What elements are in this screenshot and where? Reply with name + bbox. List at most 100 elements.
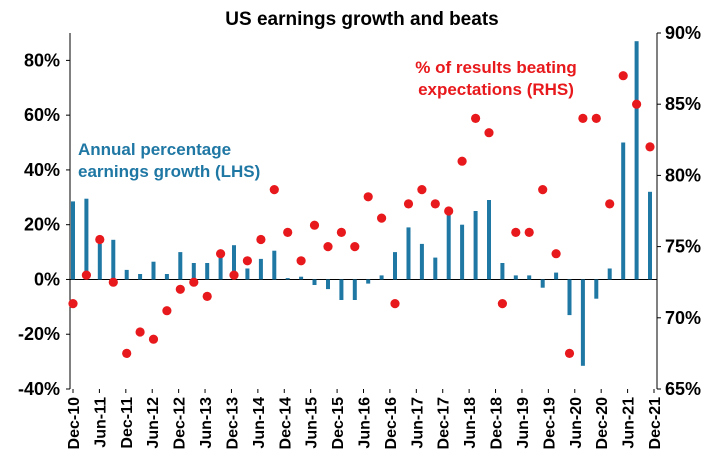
x-tick-label: Dec-16 — [383, 397, 400, 450]
annotation-line: earnings growth (LHS) — [78, 162, 260, 181]
left-tick-label: 0% — [34, 269, 60, 289]
beat-dot — [471, 113, 481, 123]
x-tick-label: Jun-14 — [251, 397, 268, 449]
beat-dot — [578, 113, 588, 123]
x-tick-label: Dec-11 — [119, 397, 136, 449]
beat-dot — [524, 227, 534, 237]
beat-dots — [68, 71, 655, 358]
beat-dot — [497, 299, 507, 309]
x-tick-label: Jun-18 — [462, 397, 479, 449]
growth-bar — [554, 272, 559, 280]
beat-dot — [591, 113, 601, 123]
chart-title: US earnings growth and beats — [225, 9, 498, 30]
left-tick-label: 60% — [24, 105, 60, 125]
beat-dot — [242, 256, 252, 266]
beat-dot — [336, 227, 346, 237]
beat-dot — [108, 277, 118, 287]
growth-bar — [594, 279, 599, 299]
growth-bar — [419, 243, 424, 280]
growth-bar — [500, 263, 505, 280]
left-tick-label: -20% — [18, 324, 60, 344]
right-tick-label: 85% — [665, 94, 701, 114]
growth-bar — [164, 274, 169, 280]
beat-dot — [618, 71, 628, 81]
beat-dot — [484, 128, 494, 138]
growth-bar — [205, 263, 210, 280]
x-tick-label: Jun-16 — [357, 397, 374, 449]
right-tick-label: 70% — [665, 308, 701, 328]
growth-bar — [312, 279, 317, 285]
x-tick-label: Dec-20 — [594, 397, 611, 450]
growth-bar — [84, 198, 89, 280]
beat-dot — [296, 256, 306, 266]
right-tick-label: 75% — [665, 237, 701, 257]
beat-dot — [148, 334, 159, 344]
x-tick-label: Jun-19 — [515, 397, 532, 449]
beat-dot — [538, 185, 548, 195]
growth-bar — [460, 224, 465, 280]
beat-dot — [216, 249, 226, 259]
x-tick-label: Dec-21 — [647, 397, 664, 450]
growth-bar — [433, 257, 438, 280]
beat-dot — [122, 348, 132, 358]
beat-dot — [363, 192, 373, 202]
growth-bar — [580, 279, 585, 366]
growth-bar — [191, 263, 196, 280]
beat-dot — [81, 270, 91, 280]
beat-dot — [269, 185, 279, 195]
growth-bar — [97, 243, 102, 280]
x-tick-label: Dec-19 — [541, 397, 558, 450]
beat-dot — [202, 291, 212, 301]
right-tick-label: 90% — [665, 23, 701, 43]
growth-bar — [285, 278, 290, 280]
left-tick-label: 20% — [24, 215, 60, 235]
beat-dot — [605, 199, 615, 209]
beat-dot — [229, 270, 239, 280]
left-tick-label: 80% — [24, 50, 60, 70]
growth-bar — [621, 142, 626, 280]
beat-dot — [68, 299, 78, 309]
beat-dot — [189, 277, 199, 287]
beat-dot — [256, 234, 266, 245]
beat-dot — [564, 348, 575, 358]
beat-dot — [377, 213, 387, 223]
beat-dot — [417, 185, 427, 195]
x-tick-label: Dec-13 — [225, 397, 242, 450]
annotation-beats: % of results beating expectations (RHS) — [415, 58, 577, 99]
beat-dot — [511, 227, 521, 237]
x-tick-label: Dec-10 — [66, 397, 83, 450]
left-axis-ticks: -40% -20% 0% 20% 40% 60% 80% — [18, 50, 70, 399]
beat-dot — [95, 234, 105, 245]
growth-bar — [487, 200, 491, 280]
beat-dot — [444, 206, 454, 216]
beat-dot — [430, 199, 440, 209]
right-axis-ticks: 65% 70% 75% 80% 85% 90% — [657, 23, 701, 399]
right-tick-label: 65% — [665, 379, 701, 399]
left-tick-label: 40% — [24, 160, 60, 180]
x-tick-label: Dec-14 — [277, 397, 294, 450]
growth-bar — [71, 201, 75, 280]
beat-dot — [162, 306, 172, 316]
x-tick-label: Dec-12 — [172, 397, 189, 450]
beat-dot — [175, 284, 185, 294]
growth-bar — [379, 275, 384, 280]
beat-dot — [283, 227, 293, 237]
growth-bar — [513, 275, 518, 280]
growth-bar — [326, 279, 330, 290]
bars — [71, 41, 652, 366]
beat-dot — [350, 242, 360, 252]
annotation-earnings-growth: Annual percentage earnings growth (LHS) — [78, 140, 260, 181]
growth-bar — [352, 279, 357, 300]
growth-bar — [527, 275, 532, 280]
x-axis-ticks: Dec-10 Jun-11 Dec-11 Jun-12 Dec-12 Jun-13 Dec-… — [66, 389, 664, 449]
growth-bar — [111, 239, 116, 280]
growth-bar — [567, 279, 572, 316]
annotation-line: Annual percentage — [78, 140, 231, 159]
x-tick-label: Dec-15 — [330, 397, 347, 450]
x-tick-label: Jun-15 — [304, 397, 321, 449]
growth-bar — [393, 252, 397, 280]
growth-bar — [473, 211, 478, 280]
beat-dot — [632, 99, 642, 109]
growth-bar — [339, 279, 344, 300]
